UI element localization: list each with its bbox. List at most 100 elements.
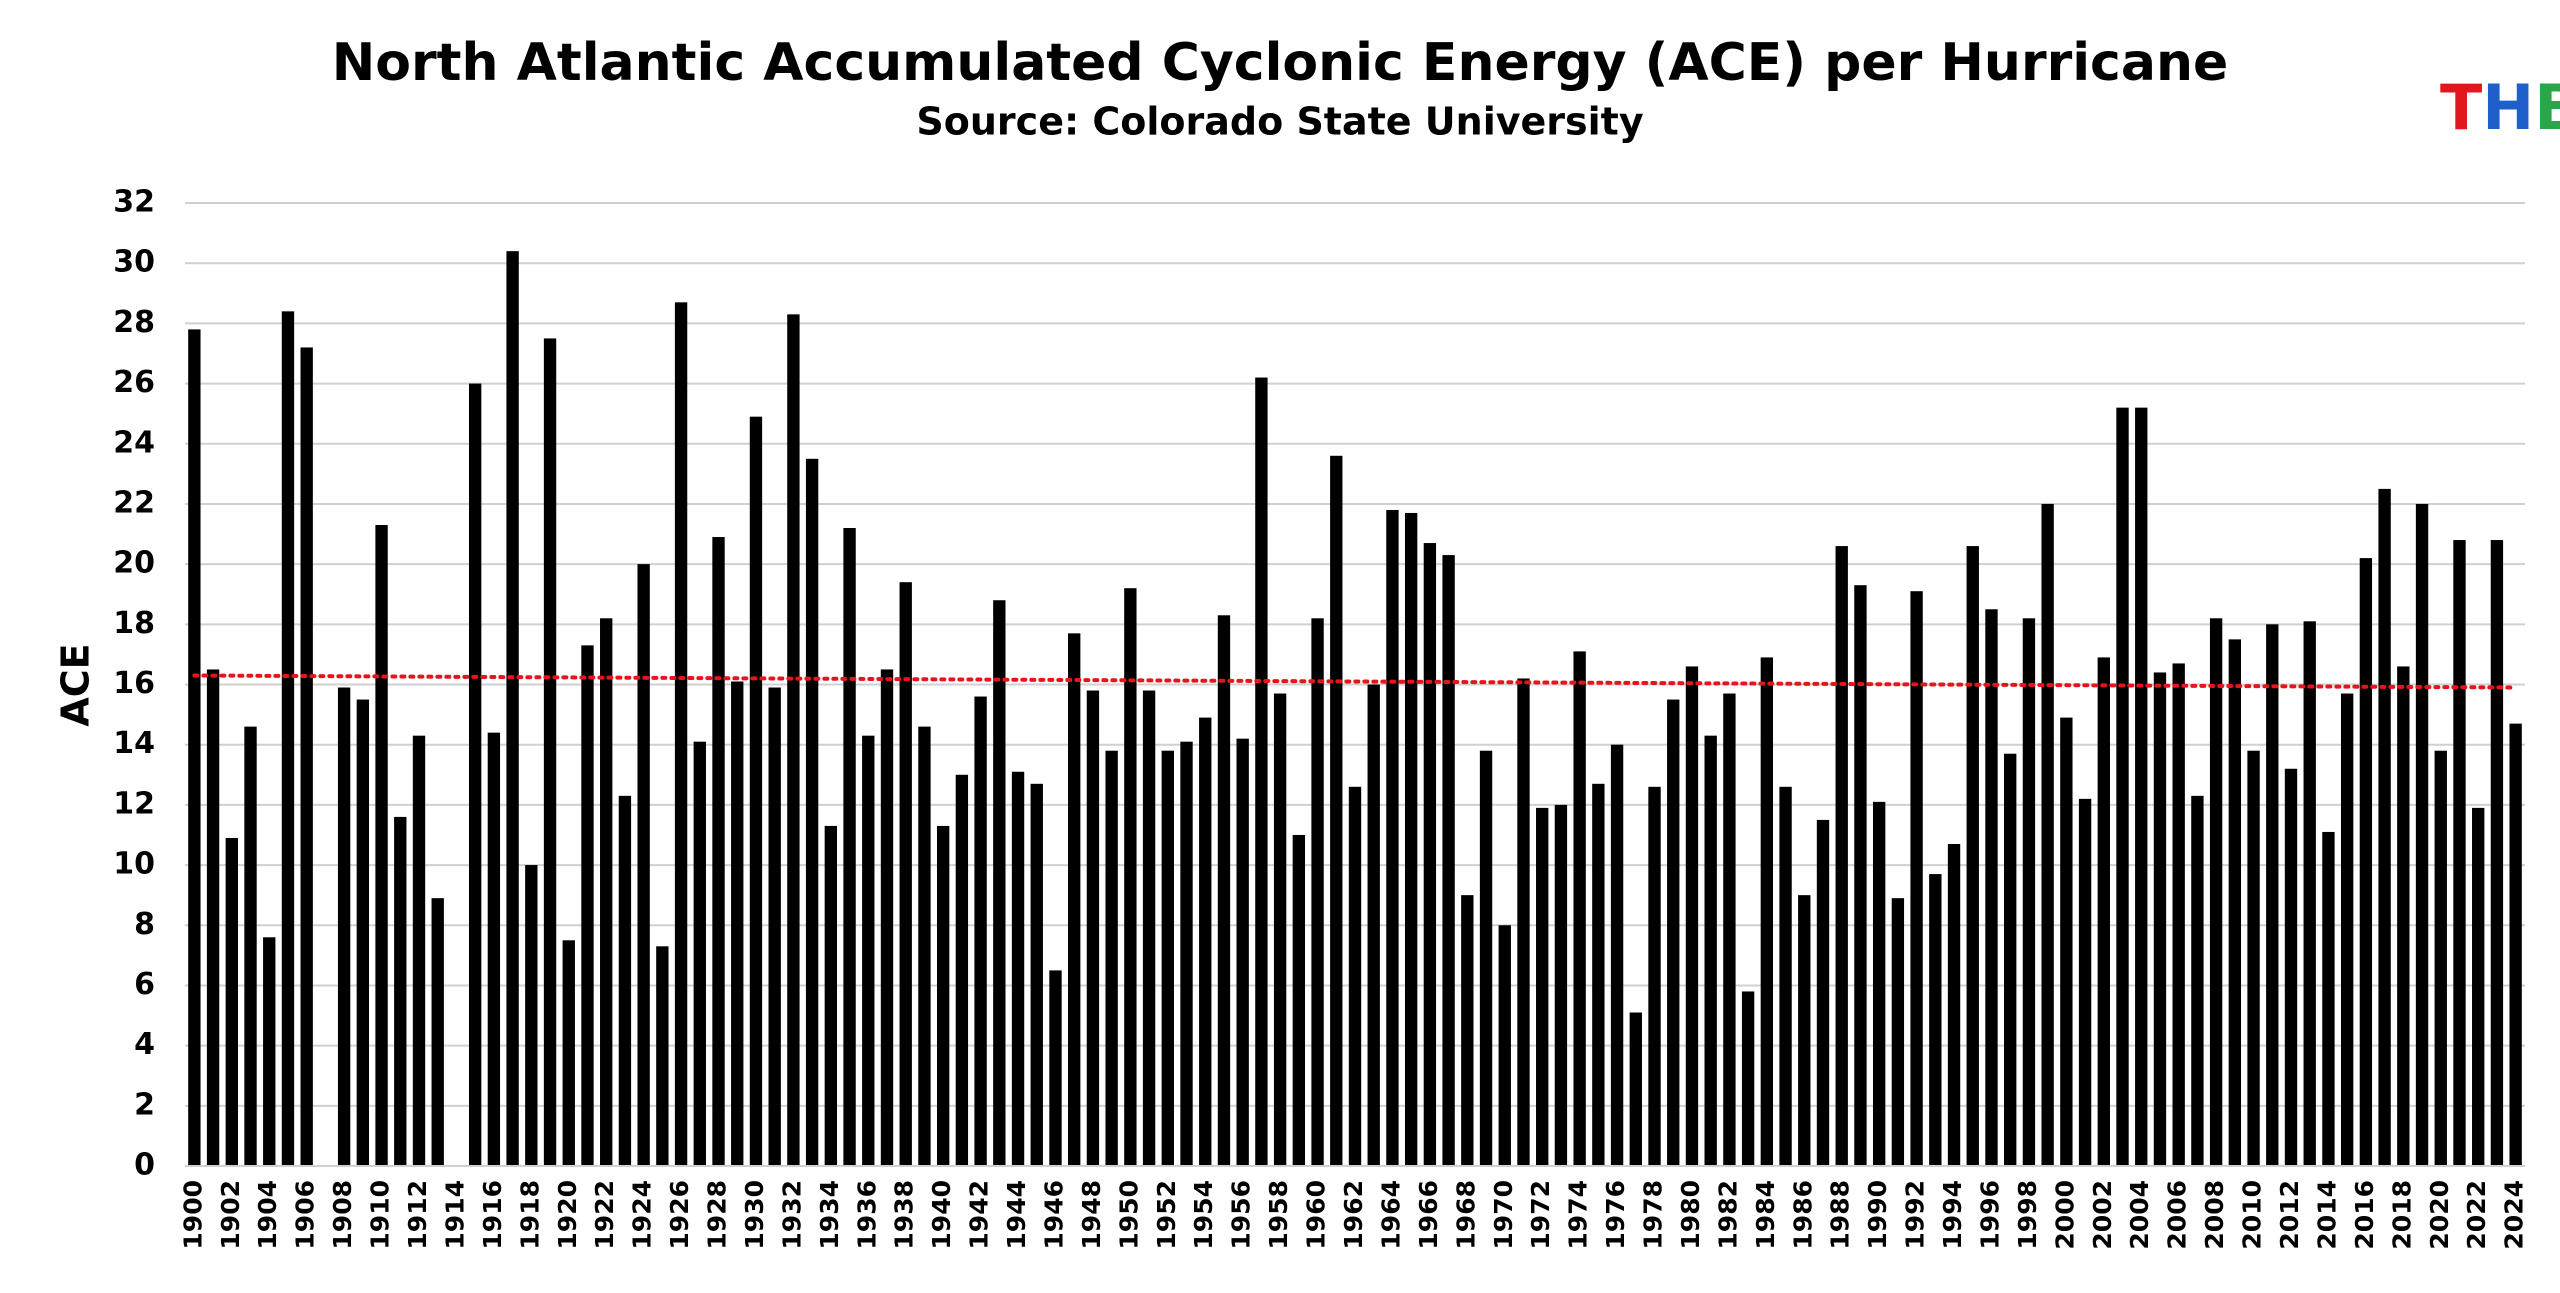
bar [656, 946, 669, 1166]
bar [1648, 786, 1661, 1166]
x-tick-label: 1998 [2013, 1180, 2042, 1250]
bar [2322, 831, 2335, 1166]
bar [1685, 666, 1699, 1166]
y-tick-label: 12 [113, 786, 155, 821]
x-tick-label: 1934 [815, 1180, 844, 1250]
y-tick-label: 4 [134, 1027, 155, 1062]
bar [2359, 558, 2373, 1166]
x-tick-label: 1902 [216, 1180, 245, 1250]
bar [637, 564, 650, 1166]
bar [1479, 750, 1493, 1166]
x-tick-label: 1918 [515, 1180, 544, 1250]
y-tick-label: 8 [134, 907, 155, 942]
bar [749, 416, 763, 1166]
x-tick-label: 1978 [1639, 1180, 1668, 1250]
bar [1030, 783, 1043, 1166]
x-tick-label: 1936 [852, 1180, 881, 1250]
bar [337, 687, 351, 1166]
bar [2022, 618, 2036, 1166]
x-tick-label: 1962 [1339, 1180, 1368, 1250]
bar [244, 726, 257, 1166]
bar [1723, 693, 1736, 1166]
bar [1985, 609, 1998, 1166]
bar [2135, 407, 2148, 1166]
bar [712, 537, 725, 1166]
bar [1741, 991, 1755, 1166]
bar [1947, 843, 1961, 1166]
logo: THB [2440, 71, 2560, 144]
bar [1330, 455, 1343, 1167]
y-tick-label: 20 [113, 546, 155, 581]
x-tick-label: 1956 [1227, 1180, 1256, 1250]
bar [2153, 672, 2167, 1166]
y-tick-label: 18 [113, 606, 155, 641]
bar [2490, 540, 2504, 1166]
x-tick-label: 1976 [1601, 1180, 1630, 1250]
x-tick-label: 1954 [1189, 1180, 1218, 1250]
bar [2247, 750, 2260, 1166]
bar [356, 699, 370, 1166]
y-tick-label: 10 [113, 847, 155, 882]
bar [805, 458, 819, 1166]
bar [1629, 1012, 1642, 1166]
bar [674, 302, 688, 1166]
bar [2097, 657, 2110, 1166]
bar [600, 618, 613, 1166]
bar [1367, 684, 1380, 1166]
x-tick-label: 1980 [1676, 1180, 1705, 1250]
bar [281, 311, 295, 1166]
bar [1798, 895, 1811, 1166]
bar [2004, 753, 2017, 1166]
bar [918, 726, 931, 1166]
bar [1011, 771, 1025, 1166]
x-tick-label: 2004 [2125, 1180, 2154, 1250]
bar [693, 741, 706, 1166]
x-tick-label: 1930 [740, 1180, 769, 1250]
bar [2509, 723, 2522, 1166]
x-tick-label: 1940 [927, 1180, 956, 1250]
bar [412, 735, 426, 1166]
bar [2415, 503, 2429, 1166]
bar [1554, 804, 1568, 1166]
bar [1461, 895, 1474, 1166]
bar [2172, 663, 2185, 1166]
x-tick-label: 2010 [2238, 1180, 2267, 1250]
bar [1180, 741, 1193, 1166]
y-tick-label: 0 [134, 1148, 155, 1183]
bar [1086, 690, 1100, 1166]
x-tick-label: 2020 [2425, 1180, 2454, 1250]
y-tick-label: 6 [134, 967, 155, 1002]
bar [300, 347, 313, 1166]
bar [2340, 693, 2354, 1166]
y-tick-label: 2 [134, 1087, 155, 1122]
y-tick-label: 16 [113, 666, 155, 701]
x-tick-label: 1996 [1975, 1180, 2004, 1250]
logo-letter: B [2534, 71, 2560, 144]
bar [1423, 543, 1437, 1166]
bar [1779, 786, 1792, 1166]
bar [581, 645, 594, 1166]
x-tick-label: 2024 [2500, 1180, 2529, 1250]
bar [543, 338, 557, 1166]
x-tick-label: 1972 [1526, 1180, 1555, 1250]
bar [880, 669, 894, 1166]
x-tick-label: 1960 [1302, 1180, 1331, 1250]
bar [1442, 555, 1455, 1166]
bar [188, 329, 201, 1166]
x-tick-label: 2018 [2387, 1180, 2416, 1250]
bar [1760, 657, 1774, 1166]
x-tick-label: 2000 [2050, 1180, 2079, 1250]
x-tick-label: 1908 [328, 1180, 357, 1250]
x-tick-label: 1910 [366, 1180, 395, 1250]
x-tick-label: 1974 [1564, 1180, 1593, 1250]
bar [731, 681, 744, 1166]
x-tick-label: 1952 [1152, 1180, 1181, 1250]
x-tick-label: 2022 [2462, 1180, 2491, 1250]
x-tick-label: 2012 [2275, 1180, 2304, 1250]
bar [1704, 735, 1717, 1166]
bar [1292, 834, 1306, 1166]
x-tick-label: 1986 [1788, 1180, 1817, 1250]
x-tick-label: 1914 [440, 1180, 469, 1250]
x-tick-label: 1992 [1901, 1180, 1930, 1250]
